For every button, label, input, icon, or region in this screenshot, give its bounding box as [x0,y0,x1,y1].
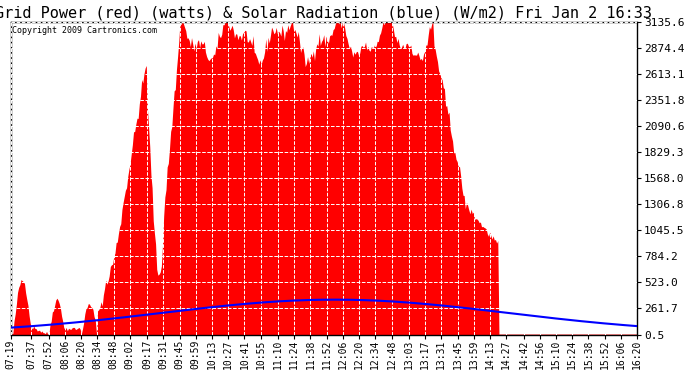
Title: Grid Power (red) (watts) & Solar Radiation (blue) (W/m2) Fri Jan 2 16:33: Grid Power (red) (watts) & Solar Radiati… [0,6,652,21]
Text: Copyright 2009 Cartronics.com: Copyright 2009 Cartronics.com [12,26,157,35]
